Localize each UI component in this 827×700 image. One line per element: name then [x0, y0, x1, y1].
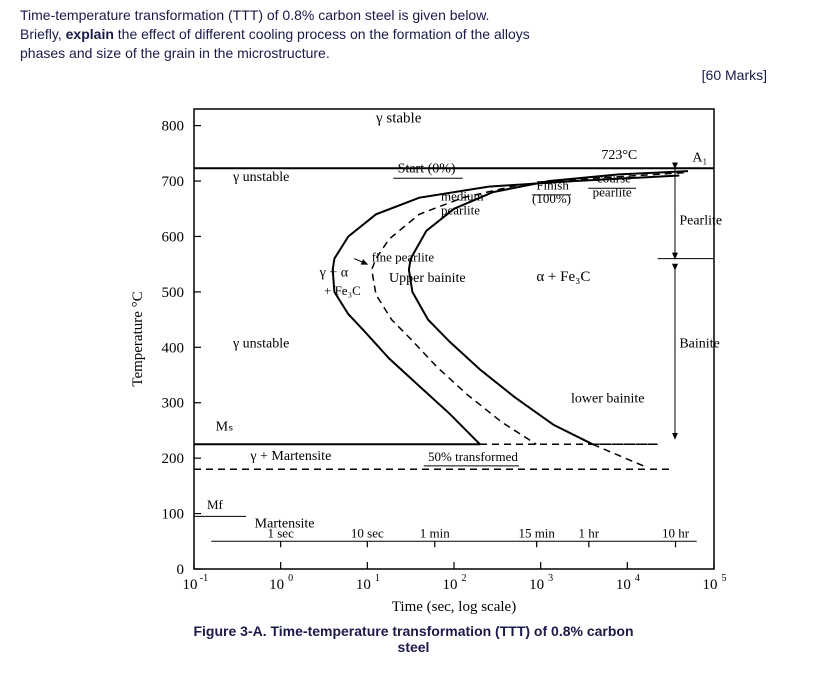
- svg-text:10 sec: 10 sec: [350, 525, 383, 540]
- svg-text:course: course: [597, 170, 631, 185]
- svg-text:lower bainite: lower bainite: [571, 391, 644, 406]
- svg-text:pearlite: pearlite: [592, 184, 631, 199]
- svg-text:Bainite: Bainite: [679, 336, 719, 351]
- svg-text:10: 10: [182, 577, 197, 593]
- svg-text:Martensite: Martensite: [254, 516, 314, 531]
- svg-text:10: 10: [269, 577, 284, 593]
- svg-text:0: 0: [176, 562, 184, 578]
- svg-text:100: 100: [161, 506, 184, 522]
- ttt-diagram: 0100200300400500600700800Temperature °C1…: [84, 89, 744, 619]
- svg-text:10: 10: [442, 577, 457, 593]
- svg-text:300: 300: [161, 395, 184, 411]
- svg-text:Mf: Mf: [207, 497, 224, 512]
- q-line2b: explain: [66, 26, 114, 42]
- svg-text:10: 10: [355, 577, 370, 593]
- q-line3: phases and size of the grain in the micr…: [20, 45, 330, 61]
- svg-text:Start (0%): Start (0%): [397, 161, 455, 176]
- q-line2c: the effect of different cooling process …: [114, 26, 530, 42]
- q-line1: Time-temperature transformation (TTT) of…: [20, 7, 489, 23]
- svg-text:γ stable: γ stable: [375, 110, 422, 126]
- svg-text:10: 10: [529, 577, 544, 593]
- svg-text:1: 1: [374, 573, 379, 584]
- svg-text:5: 5: [721, 573, 726, 584]
- caption-l1: Figure 3-A. Time-temperature transformat…: [193, 623, 633, 639]
- figure-caption: Figure 3-A. Time-temperature transformat…: [20, 623, 807, 655]
- svg-text:500: 500: [161, 285, 184, 301]
- svg-text:3: 3: [548, 573, 553, 584]
- svg-text:1 hr: 1 hr: [578, 525, 599, 540]
- svg-text:400: 400: [161, 340, 184, 356]
- svg-text:2: 2: [461, 573, 466, 584]
- svg-text:medium: medium: [441, 188, 484, 203]
- q-line2a: Briefly,: [20, 26, 66, 42]
- svg-text:Pearlite: Pearlite: [679, 213, 722, 228]
- svg-text:A₁: A₁: [692, 150, 707, 165]
- svg-text:+ Fe₃C: + Fe₃C: [324, 283, 361, 298]
- caption-l2: steel: [398, 639, 430, 655]
- svg-text:800: 800: [161, 118, 184, 134]
- svg-text:15 min: 15 min: [518, 525, 555, 540]
- svg-text:600: 600: [161, 229, 184, 245]
- svg-text:10: 10: [702, 577, 717, 593]
- svg-text:10 hr: 10 hr: [661, 525, 689, 540]
- figure-container: 0100200300400500600700800Temperature °C1…: [20, 89, 807, 619]
- svg-text:200: 200: [161, 451, 184, 467]
- svg-text:α + Fe₃C: α + Fe₃C: [536, 268, 590, 284]
- svg-text:50% transformed: 50% transformed: [428, 449, 518, 464]
- svg-text:fine pearlite: fine pearlite: [371, 249, 434, 264]
- svg-text:10: 10: [615, 577, 630, 593]
- marks-label: [60 Marks]: [20, 67, 807, 83]
- svg-text:0: 0: [288, 573, 293, 584]
- svg-text:(100%): (100%): [532, 191, 571, 206]
- svg-text:Time (sec, log scale): Time (sec, log scale): [391, 599, 515, 615]
- question-text: Time-temperature transformation (TTT) of…: [20, 6, 807, 63]
- svg-text:Temperature °C: Temperature °C: [130, 291, 146, 386]
- svg-text:723°C: 723°C: [601, 148, 637, 163]
- svg-text:γ unstable: γ unstable: [232, 336, 289, 351]
- svg-text:1 min: 1 min: [419, 525, 449, 540]
- svg-text:4: 4: [634, 573, 639, 584]
- svg-text:Mₛ: Mₛ: [215, 419, 233, 434]
- svg-text:γ unstable: γ unstable: [232, 170, 289, 185]
- svg-text:γ + α: γ + α: [318, 265, 348, 280]
- svg-text:700: 700: [161, 174, 184, 190]
- svg-text:-1: -1: [199, 573, 207, 584]
- svg-text:pearlite: pearlite: [441, 202, 480, 217]
- svg-text:γ + Martensite: γ + Martensite: [249, 448, 331, 463]
- svg-text:Upper bainite: Upper bainite: [389, 271, 466, 286]
- svg-text:Finish: Finish: [536, 177, 569, 192]
